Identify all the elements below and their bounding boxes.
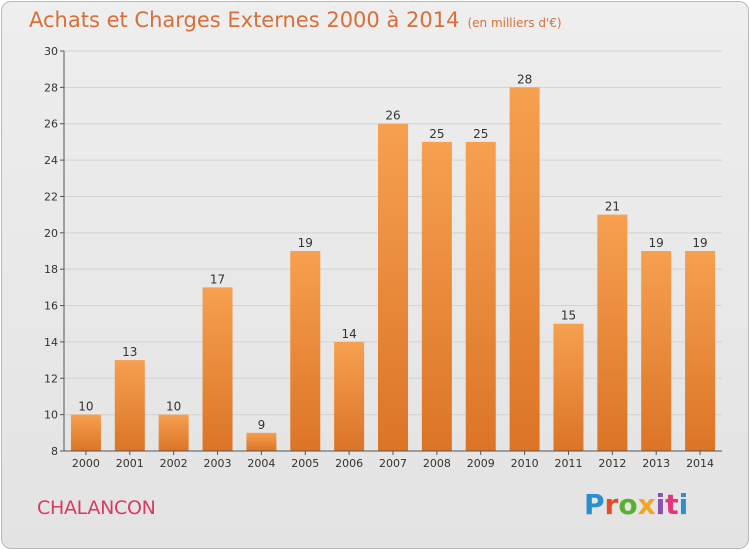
logo-letter: i (678, 488, 689, 521)
axes: 8 10 12 14 16 18 20 22 24 26 28 30 2000 2001 2002 2003 2… (44, 45, 722, 470)
x-tick-label: 2006 (335, 457, 363, 470)
bar (685, 251, 716, 451)
bars: 10 13 10 17 9 19 14 26 25 25 28 15 21 19 19 (70, 72, 716, 452)
bar (509, 87, 540, 451)
x-tick-label: 2004 (247, 457, 275, 470)
bar (334, 341, 365, 451)
x-tick-label: 2013 (642, 457, 670, 470)
y-tick-label: 16 (44, 300, 58, 313)
bar-value-label: 19 (692, 236, 707, 250)
logo-letter: t (665, 488, 679, 521)
x-tick-label: 2002 (160, 457, 188, 470)
x-tick-label: 2008 (423, 457, 451, 470)
bar-value-label: 25 (473, 127, 488, 141)
proxiti-logo[interactable]: Proxiti (584, 488, 688, 521)
bar (378, 123, 408, 452)
y-tick-label: 18 (44, 263, 58, 276)
bar-value-label: 21 (605, 200, 620, 214)
x-tick-label: 2014 (686, 457, 714, 470)
y-tick-label: 8 (51, 445, 58, 458)
logo-letter: P (584, 488, 605, 521)
bar-value-label: 9 (258, 418, 266, 432)
chart-title: Achats et Charges Externes 2000 à 2014 (e… (29, 8, 562, 32)
bar (641, 251, 672, 451)
x-tick-label: 2011 (554, 457, 582, 470)
bar-value-label: 28 (517, 72, 532, 86)
bar-value-label: 14 (341, 327, 356, 341)
y-tick-label: 22 (44, 190, 58, 203)
place-name: CHALANCON (37, 497, 156, 519)
y-tick-label: 12 (44, 372, 58, 385)
bar (70, 414, 101, 451)
y-tick-label: 26 (44, 118, 58, 131)
bar (114, 360, 145, 451)
x-tick-label: 2012 (598, 457, 626, 470)
bar (597, 214, 628, 451)
x-tick-label: 2009 (467, 457, 495, 470)
bar (421, 141, 452, 451)
bar-value-label: 25 (429, 127, 444, 141)
bar-value-label: 26 (385, 109, 400, 123)
bar (465, 141, 496, 451)
logo-letter: i (655, 488, 666, 521)
bar (290, 251, 321, 451)
bar-value-label: 19 (298, 236, 313, 250)
bar-value-label: 19 (649, 236, 664, 250)
chart-unit: (en milliers d'€) (467, 16, 562, 30)
y-tick-label: 28 (44, 81, 58, 94)
chart-title-text: Achats et Charges Externes 2000 à 2014 (29, 8, 460, 32)
bar-value-label: 10 (78, 400, 93, 414)
y-tick-label: 10 (44, 409, 58, 422)
logo-letter: o (618, 488, 638, 521)
bar (246, 432, 277, 451)
bar-value-label: 10 (166, 400, 181, 414)
x-tick-label: 2007 (379, 457, 407, 470)
y-tick-label: 14 (44, 336, 58, 349)
bar-value-label: 13 (122, 345, 137, 359)
x-tick-label: 2001 (116, 457, 144, 470)
x-tick-label: 2000 (72, 457, 100, 470)
bar (158, 414, 189, 451)
bar-value-label: 17 (210, 272, 225, 286)
x-tick-label: 2003 (204, 457, 232, 470)
logo-letter: x (637, 488, 656, 521)
bar (202, 287, 233, 451)
x-tick-label: 2005 (291, 457, 319, 470)
x-tick-label: 2010 (511, 457, 539, 470)
y-tick-label: 24 (44, 154, 58, 167)
y-tick-label: 20 (44, 227, 58, 240)
bar (553, 323, 584, 451)
bar-value-label: 15 (561, 309, 576, 323)
y-tick-label: 30 (44, 45, 58, 58)
logo-letter: r (604, 488, 619, 521)
